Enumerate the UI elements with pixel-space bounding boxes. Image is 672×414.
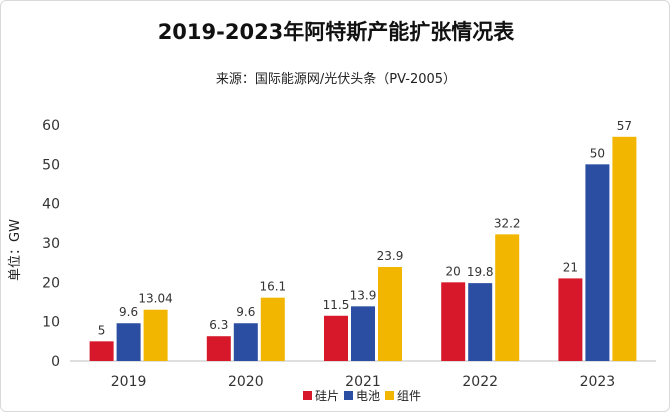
bar bbox=[260, 297, 285, 361]
x-tick-label: 2022 bbox=[462, 374, 498, 390]
y-tick-label: 10 bbox=[42, 315, 60, 331]
legend-swatch bbox=[385, 391, 394, 400]
bar bbox=[441, 282, 466, 361]
data-label: 9.6 bbox=[119, 305, 138, 319]
x-tick-label: 2023 bbox=[580, 374, 616, 390]
data-label: 20 bbox=[446, 264, 461, 278]
bar bbox=[468, 283, 493, 361]
data-label: 32.2 bbox=[494, 216, 521, 230]
bar bbox=[206, 336, 231, 361]
x-tick-label: 2020 bbox=[228, 374, 264, 390]
bar bbox=[558, 278, 583, 361]
chart-source: 来源：国际能源网/光伏头条（PV-2005） bbox=[215, 72, 457, 87]
bar bbox=[143, 309, 168, 361]
y-tick-label: 20 bbox=[42, 275, 60, 291]
data-label: 57 bbox=[617, 119, 632, 133]
data-label: 19.8 bbox=[467, 265, 494, 279]
bar bbox=[324, 315, 348, 361]
y-tick-label: 0 bbox=[51, 354, 60, 370]
bar bbox=[495, 234, 520, 361]
legend-swatch bbox=[344, 391, 353, 400]
data-label: 11.5 bbox=[323, 298, 350, 312]
legend-label: 组件 bbox=[397, 389, 421, 403]
y-tick-label: 50 bbox=[42, 157, 60, 173]
data-label: 6.3 bbox=[209, 318, 228, 332]
legend-label: 硅片 bbox=[315, 389, 339, 403]
data-label: 21 bbox=[563, 260, 578, 274]
data-label: 9.6 bbox=[236, 305, 255, 319]
y-tick-label: 40 bbox=[42, 197, 60, 213]
data-label: 50 bbox=[590, 146, 605, 160]
bar bbox=[612, 136, 637, 361]
chart-title: 2019-2023年阿特斯产能扩张情况表 bbox=[157, 20, 515, 44]
y-tick-label: 60 bbox=[42, 118, 60, 134]
data-label: 5 bbox=[98, 323, 106, 337]
y-axis-title: 单位：GW bbox=[8, 219, 23, 281]
data-label: 13.9 bbox=[350, 288, 377, 302]
legend-label: 电池 bbox=[356, 389, 380, 403]
bar bbox=[378, 266, 402, 361]
bar bbox=[89, 341, 114, 361]
x-tick-label: 2021 bbox=[345, 374, 381, 390]
x-tick-label: 2019 bbox=[111, 374, 147, 390]
bar bbox=[351, 306, 375, 361]
bar bbox=[585, 164, 610, 361]
bar bbox=[233, 323, 258, 361]
legend-swatch bbox=[303, 391, 312, 400]
data-label: 16.1 bbox=[259, 280, 286, 294]
data-label: 13.04 bbox=[138, 292, 172, 306]
bar bbox=[116, 323, 141, 361]
y-tick-label: 30 bbox=[42, 236, 60, 252]
data-label: 23.9 bbox=[377, 249, 404, 263]
